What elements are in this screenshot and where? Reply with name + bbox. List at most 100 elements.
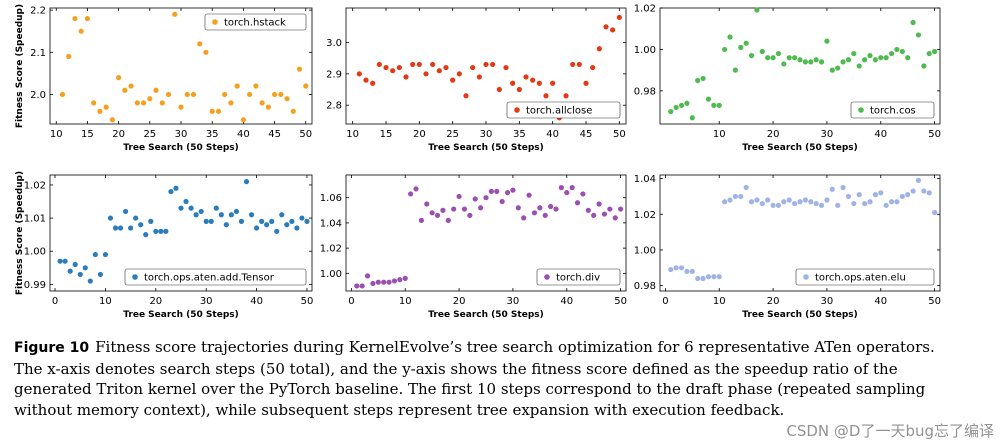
data-point	[570, 61, 576, 68]
y-tick-label: 2.2	[30, 6, 46, 17]
y-tick-label: 0.98	[634, 86, 656, 97]
data-point	[607, 206, 613, 212]
x-tick-label: 20	[453, 296, 466, 307]
data-point	[359, 283, 365, 289]
data-point	[383, 64, 389, 71]
data-point	[370, 80, 376, 86]
data-point	[727, 197, 733, 203]
data-point	[765, 197, 771, 203]
data-point	[233, 208, 240, 215]
data-point	[899, 48, 905, 55]
data-point	[240, 117, 246, 123]
x-tick-label: 10	[346, 129, 359, 140]
legend: torch.hstack	[204, 13, 307, 31]
legend-box	[204, 13, 307, 31]
data-point	[158, 228, 164, 234]
data-point	[894, 46, 900, 53]
data-point	[689, 115, 695, 121]
data-point	[516, 86, 522, 93]
data-point	[894, 199, 900, 205]
y-tick-label: 0.98	[634, 281, 656, 292]
data-point	[248, 212, 255, 218]
data-point	[872, 192, 878, 198]
chart-torch-allclose: 10 15 20 25 30 35 40 45 50 2.8 2.9 3.0 Tree Search (…	[326, 7, 627, 153]
data-point	[754, 197, 760, 203]
data-point	[430, 61, 436, 68]
data-point	[553, 206, 559, 212]
data-point	[601, 211, 608, 217]
x-tick-label: 20	[149, 296, 162, 307]
data-point	[700, 275, 706, 282]
data-point	[456, 71, 462, 77]
y-tick-label: 2.1	[30, 48, 46, 59]
data-point	[370, 280, 376, 287]
data-point	[711, 102, 717, 108]
data-point	[883, 202, 889, 208]
data-point	[72, 261, 78, 268]
data-point	[147, 96, 153, 102]
x-tick-label: 15	[81, 129, 94, 140]
data-point	[209, 108, 215, 114]
data-point	[467, 212, 473, 218]
data-point	[78, 28, 84, 34]
x-tick-label: 45	[268, 129, 281, 140]
y-tick-label: 1.02	[634, 210, 656, 221]
data-point	[434, 212, 441, 218]
data-point	[488, 188, 494, 194]
y-tick-label: 1.00	[320, 269, 342, 280]
data-point	[165, 91, 172, 98]
data-point	[851, 200, 857, 207]
x-tick-label: 10	[713, 296, 726, 307]
data-point	[932, 48, 938, 55]
data-point	[932, 209, 938, 216]
data-point	[915, 32, 922, 38]
data-point	[66, 53, 72, 60]
charts-figure: 10 15 20 25 30 35 40 45 50 2.0 2.1 2.2 Tree Search (…	[15, 4, 941, 321]
data-point	[122, 208, 129, 215]
data-point	[521, 215, 527, 221]
x-axis-label: Tree Search (50 Steps)	[123, 143, 238, 153]
data-point	[289, 218, 295, 224]
chart-torch-ops-aten-elu: 0 10 20 30 40 50 0.98 1.00 1.02 1.04 Tree Search (…	[634, 174, 941, 320]
data-point	[603, 24, 609, 30]
data-point	[743, 40, 749, 46]
data-point	[722, 46, 728, 53]
x-axis-label: Tree Search (50 Steps)	[428, 143, 543, 153]
data-point	[673, 104, 679, 111]
legend-marker	[132, 274, 138, 280]
x-tick-label: 0	[348, 296, 354, 307]
data-point	[376, 61, 382, 68]
data-point	[496, 86, 502, 93]
data-point	[375, 279, 381, 285]
data-point	[259, 218, 265, 224]
legend-marker	[212, 19, 218, 25]
x-tick-label: 40	[874, 129, 887, 140]
data-point	[840, 59, 846, 65]
data-point	[878, 55, 884, 61]
data-point	[172, 11, 178, 17]
data-point	[178, 205, 184, 211]
x-axis-label: Tree Search (50 Steps)	[123, 310, 238, 320]
data-point	[695, 77, 701, 84]
x-tick-label: 30	[507, 296, 520, 307]
data-point	[494, 188, 500, 194]
data-point	[117, 225, 124, 231]
data-point	[504, 190, 511, 196]
data-point	[109, 117, 115, 123]
data-point	[490, 61, 496, 68]
data-point	[416, 61, 422, 68]
data-point	[436, 68, 442, 74]
data-point	[193, 212, 199, 218]
data-point	[461, 206, 468, 212]
data-point	[228, 100, 234, 106]
data-point	[523, 74, 529, 80]
data-point	[423, 71, 429, 77]
x-axis-label: Tree Search (50 Steps)	[428, 310, 543, 320]
legend-box	[124, 268, 307, 286]
data-point	[197, 41, 203, 47]
data-point	[851, 50, 857, 57]
data-point	[303, 83, 309, 89]
x-tick-label: 45	[580, 129, 593, 140]
data-point	[429, 210, 435, 216]
data-point	[483, 195, 489, 201]
